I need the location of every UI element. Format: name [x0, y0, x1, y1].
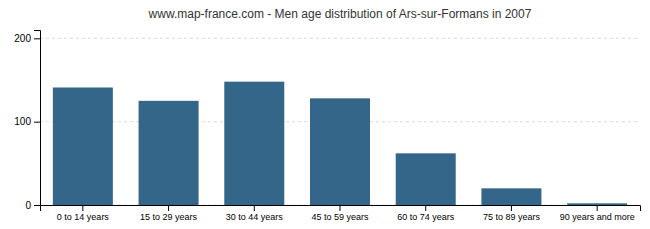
x-tick-label: 15 to 29 years	[140, 212, 198, 222]
y-tick: 100	[14, 116, 40, 127]
y-tick-label: 200	[14, 33, 31, 44]
y-tick-mark	[34, 38, 40, 39]
x-tick-mark	[511, 205, 512, 211]
y-tick-mark	[34, 205, 40, 206]
x-tick-mark	[82, 205, 83, 211]
x-axis-line	[41, 206, 641, 212]
x-tick-label: 75 to 89 years	[483, 212, 541, 222]
plot-area: 0 100 200 0 to 14 years 15 to 29 years 30 to …	[14, 31, 640, 223]
grid	[40, 38, 640, 205]
bar	[396, 153, 456, 205]
bars	[53, 82, 627, 205]
x-tick-mark	[340, 205, 341, 211]
x-axis: 0 to 14 years 15 to 29 years 30 to 44 year…	[41, 205, 641, 222]
x-tick: 60 to 74 years	[397, 205, 455, 222]
x-tick-label: 60 to 74 years	[397, 212, 455, 222]
y-tick-label: 100	[14, 116, 31, 127]
y-tick-mark	[34, 122, 40, 123]
bar	[310, 98, 370, 205]
x-tick-label: 45 to 59 years	[311, 212, 369, 222]
x-tick: 30 to 44 years	[226, 205, 284, 222]
chart-title: www.map-france.com - Men age distributio…	[148, 7, 532, 21]
x-tick-label: 90 years and more	[560, 212, 635, 222]
x-tick: 75 to 89 years	[483, 205, 541, 222]
x-tick-label: 30 to 44 years	[226, 212, 284, 222]
y-axis-line	[34, 31, 41, 206]
chart-svg: www.map-france.com - Men age distributio…	[0, 0, 650, 229]
y-tick-label: 0	[25, 200, 31, 211]
chart-container: www.map-france.com - Men age distributio…	[0, 0, 650, 229]
y-axis: 0 100 200	[14, 31, 40, 211]
grid-line	[40, 38, 640, 39]
x-tick-mark	[597, 205, 598, 211]
x-tick-label: 0 to 14 years	[57, 212, 110, 222]
x-tick: 0 to 14 years	[57, 205, 110, 222]
x-tick: 90 years and more	[560, 205, 635, 222]
y-tick: 200	[14, 33, 40, 44]
x-tick-mark	[168, 205, 169, 211]
x-tick: 45 to 59 years	[311, 205, 369, 222]
bar	[53, 88, 113, 206]
bar	[567, 203, 627, 205]
x-tick-mark	[425, 205, 426, 211]
bar	[139, 101, 199, 205]
bar	[481, 188, 541, 205]
x-tick-mark	[254, 205, 255, 211]
bar	[224, 82, 284, 205]
x-tick: 15 to 29 years	[140, 205, 198, 222]
y-tick: 0	[25, 200, 40, 211]
